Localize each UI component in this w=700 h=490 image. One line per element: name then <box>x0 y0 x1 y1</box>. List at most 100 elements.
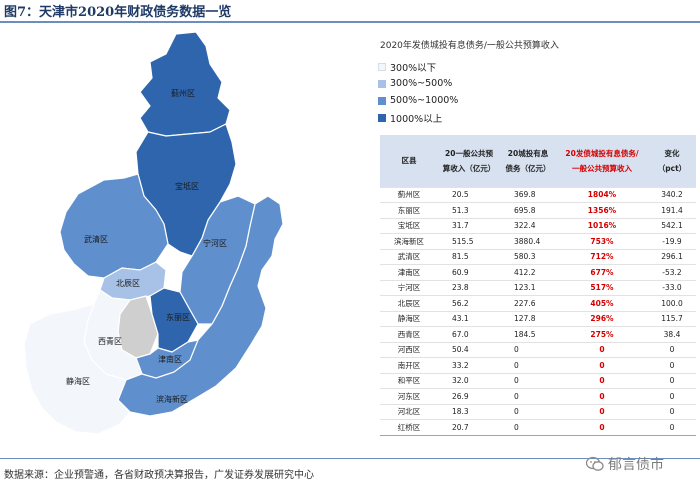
district-name-cell: 南开区 <box>380 357 438 373</box>
district-name-cell: 宝坻区 <box>380 217 438 234</box>
district-label: 西青区 <box>98 336 122 346</box>
ratio-cell: 517% <box>556 279 648 296</box>
debt-cell: 0 <box>500 419 556 436</box>
change-cell: 542.1 <box>648 217 696 234</box>
district-name-cell: 西青区 <box>380 326 438 342</box>
table-row: 河北区 18.3 0 0 0 <box>380 403 696 420</box>
revenue-cell: 18.3 <box>438 403 500 420</box>
change-cell: 115.7 <box>648 310 696 327</box>
revenue-cell: 32.0 <box>438 372 500 389</box>
revenue-cell: 20.5 <box>438 186 500 203</box>
ratio-cell: 1804% <box>556 186 648 203</box>
district-name-cell: 北辰区 <box>380 295 438 311</box>
ratio-cell: 677% <box>556 264 648 280</box>
change-cell: 296.1 <box>648 248 696 265</box>
source-note: 数据来源：企业预警通，各省财政预决算报告，广发证券发展研究中心 <box>4 470 314 481</box>
change-cell: 191.4 <box>648 202 696 218</box>
column-header: 20发债城投有息债务/一般公共预算收入 <box>556 135 648 187</box>
title-divider <box>0 21 700 23</box>
change-cell: 0 <box>648 341 696 358</box>
change-cell: 0 <box>648 388 696 404</box>
debt-cell: 184.5 <box>500 326 556 342</box>
district-label: 北辰区 <box>116 279 140 288</box>
district-label: 东丽区 <box>166 312 190 322</box>
legend-label: 500%~1000% <box>390 95 459 106</box>
change-cell: 0 <box>648 419 696 436</box>
district-name-cell: 蓟州区 <box>380 186 438 203</box>
table-row: 静海区 43.1 127.8 296% 115.7 <box>380 310 696 327</box>
ratio-cell: 0 <box>556 403 648 420</box>
ratio-cell: 753% <box>556 233 648 249</box>
district-name-cell: 河西区 <box>380 341 438 358</box>
table-row: 东丽区 51.3 695.8 1356% 191.4 <box>380 202 696 218</box>
column-header: 20一般公共预 算收入（亿元） <box>438 135 500 187</box>
table-row: 武清区 81.5 580.3 712% 296.1 <box>380 248 696 265</box>
table-row: 河西区 50.4 0 0 0 <box>380 341 696 358</box>
revenue-cell: 43.1 <box>438 310 500 327</box>
district-name-cell: 红桥区 <box>380 419 438 436</box>
table-row: 宁河区 23.8 123.1 517% -33.0 <box>380 279 696 296</box>
debt-cell: 322.4 <box>500 217 556 234</box>
ratio-cell: 1356% <box>556 202 648 218</box>
debt-cell: 412.2 <box>500 264 556 280</box>
revenue-cell: 31.7 <box>438 217 500 234</box>
legend-swatch <box>378 62 386 71</box>
table-row: 南开区 33.2 0 0 0 <box>380 357 696 373</box>
legend-label: 300%以下 <box>390 62 437 74</box>
ratio-cell: 275% <box>556 326 648 342</box>
district-label: 宁河区 <box>203 238 227 248</box>
table-row: 西青区 67.0 184.5 275% 38.4 <box>380 326 696 342</box>
panel-title: 2020年发债城投有息债务/一般公共预算收入 <box>380 41 559 51</box>
district-name-cell: 津南区 <box>380 264 438 280</box>
column-header: 变化 （pct） <box>648 135 696 187</box>
district-name-cell: 河东区 <box>380 388 438 404</box>
revenue-cell: 51.3 <box>438 202 500 218</box>
change-cell: 38.4 <box>648 326 696 342</box>
legend-swatch <box>378 96 386 105</box>
legend-item: 300%~500% <box>378 75 458 92</box>
ratio-cell: 405% <box>556 295 648 311</box>
district-label: 宝坻区 <box>175 181 199 191</box>
district-name-cell: 东丽区 <box>380 202 438 218</box>
legend-label: 300%~500% <box>390 78 453 89</box>
table-row: 和平区 32.0 0 0 0 <box>380 372 696 389</box>
table-row: 北辰区 56.2 227.6 405% 100.0 <box>380 295 696 311</box>
debt-cell: 227.6 <box>500 295 556 311</box>
watermark: 郁言债市 <box>586 454 664 474</box>
legend-swatch <box>378 113 386 122</box>
revenue-cell: 67.0 <box>438 326 500 342</box>
debt-cell: 0 <box>500 372 556 389</box>
revenue-cell: 26.9 <box>438 388 500 404</box>
change-cell: 100.0 <box>648 295 696 311</box>
ratio-cell: 0 <box>556 419 648 436</box>
table-row: 河东区 26.9 0 0 0 <box>380 388 696 404</box>
district-name-cell: 静海区 <box>380 310 438 327</box>
legend: 300%以下 300%~500% 500%~1000% 1000%以上 <box>378 58 458 126</box>
debt-cell: 0 <box>500 403 556 420</box>
table-header-row: 区县 20一般公共预 算收入（亿元） 20城投有息 债务（亿元） 20发债城投有息债… <box>380 135 696 187</box>
district-name-cell: 滨海新区 <box>380 233 438 249</box>
revenue-cell: 81.5 <box>438 248 500 265</box>
debt-cell: 369.8 <box>500 186 556 203</box>
legend-item: 500%~1000% <box>378 92 458 109</box>
debt-table-container: 区县 20一般公共预 算收入（亿元） 20城投有息 债务（亿元） 20发债城投有息债… <box>380 135 696 436</box>
legend-label: 1000%以上 <box>390 113 443 125</box>
change-cell: -19.9 <box>648 233 696 249</box>
revenue-cell: 23.8 <box>438 279 500 296</box>
change-cell: 0 <box>648 403 696 420</box>
debt-cell: 695.8 <box>500 202 556 218</box>
column-header: 区县 <box>380 135 438 187</box>
table-row: 滨海新区 515.5 3880.4 753% -19.9 <box>380 233 696 249</box>
district-label: 滨海新区 <box>156 394 188 404</box>
revenue-cell: 515.5 <box>438 233 500 249</box>
ratio-cell: 296% <box>556 310 648 327</box>
debt-cell: 0 <box>500 388 556 404</box>
figure-title: 图7：天津市2020年财政债务数据一览 <box>4 5 232 20</box>
revenue-cell: 20.7 <box>438 419 500 436</box>
revenue-cell: 60.9 <box>438 264 500 280</box>
ratio-cell: 0 <box>556 372 648 389</box>
revenue-cell: 33.2 <box>438 357 500 373</box>
district-name-cell: 河北区 <box>380 403 438 420</box>
tianjin-district-map: 蓟州区 宝坻区 武清区 宁河区 北辰区 东丽区 西青区 津南区 静海区 滨海新区 <box>23 31 284 435</box>
debt-cell: 0 <box>500 341 556 358</box>
